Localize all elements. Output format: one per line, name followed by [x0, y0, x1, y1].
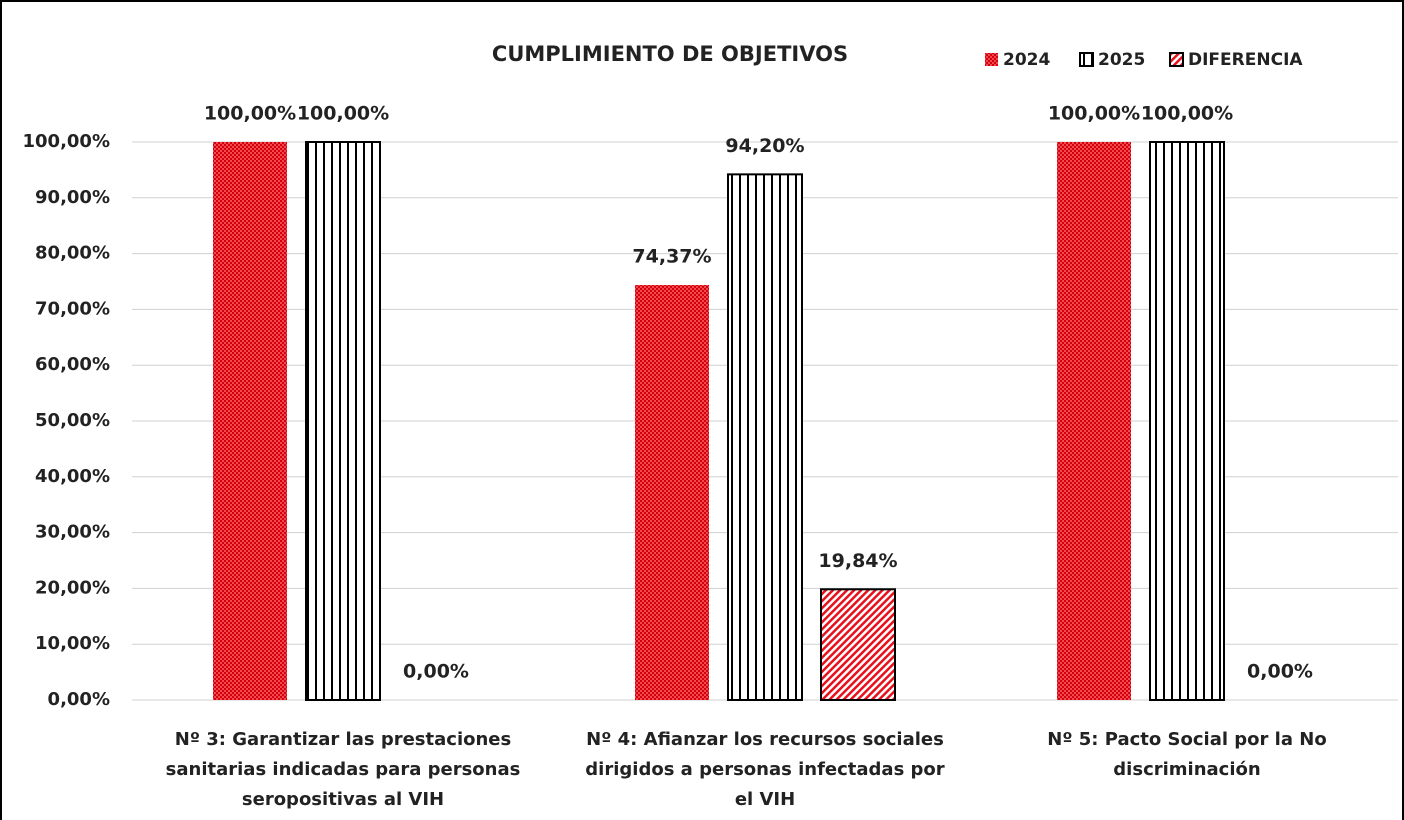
data-label: 100,00% — [1141, 103, 1233, 125]
data-label: 19,84% — [818, 550, 897, 572]
x-tick-line: discriminación — [1113, 759, 1260, 780]
x-tick-line: seropositivas al VIH — [242, 789, 444, 810]
x-tick-line: sanitarias indicadas para personas — [166, 759, 521, 780]
x-tick-label: Nº 4: Afianzar los recursos sociales diri… — [585, 729, 944, 810]
chart-title: CUMPLIMIENTO DE OBJETIVOS — [492, 42, 848, 66]
bar — [727, 173, 803, 701]
data-label: 100,00% — [297, 103, 389, 125]
x-tick-line: el VIH — [735, 789, 795, 810]
bar — [820, 588, 896, 701]
y-tick-label: 40,00% — [35, 466, 110, 487]
data-label: 100,00% — [1048, 103, 1140, 125]
y-tick-label: 50,00% — [35, 410, 110, 431]
bar — [1057, 142, 1131, 700]
legend-label: 2025 — [1098, 50, 1145, 70]
legend-label: 2024 — [1003, 50, 1050, 70]
legend-swatch — [985, 53, 998, 66]
y-tick-label: 30,00% — [35, 522, 110, 543]
bar — [213, 142, 287, 700]
data-label: 0,00% — [1247, 661, 1313, 683]
data-label: 94,20% — [725, 135, 804, 157]
x-tick-line: Nº 4: Afianzar los recursos sociales — [586, 729, 944, 750]
y-tick-label: 90,00% — [35, 187, 110, 208]
x-tick-label: Nº 3: Garantizar las prestaciones sanitar… — [166, 729, 521, 810]
legend-swatch — [1079, 52, 1094, 67]
y-tick-label: 60,00% — [35, 354, 110, 375]
x-tick-line: Nº 3: Garantizar las prestaciones — [175, 729, 511, 750]
y-tick-label: 10,00% — [35, 633, 110, 654]
y-tick-label: 0,00% — [48, 689, 110, 710]
legend-label: DIFERENCIA — [1188, 50, 1303, 70]
x-tick-line: dirigidos a personas infectadas por — [585, 759, 944, 780]
legend-swatch — [1169, 52, 1184, 67]
x-tick-label: Nº 5: Pacto Social por la No discriminaci… — [1047, 729, 1326, 780]
y-tick-label: 80,00% — [35, 243, 110, 264]
bar — [635, 285, 709, 700]
bar — [305, 141, 381, 701]
data-label: 74,37% — [632, 246, 711, 268]
y-tick-label: 20,00% — [35, 577, 110, 598]
bar — [1149, 141, 1225, 701]
y-tick-label: 100,00% — [23, 131, 111, 152]
x-tick-line: Nº 5: Pacto Social por la No — [1047, 729, 1326, 750]
data-label: 0,00% — [403, 661, 469, 683]
y-tick-label: 70,00% — [35, 298, 110, 319]
data-label: 100,00% — [204, 103, 296, 125]
